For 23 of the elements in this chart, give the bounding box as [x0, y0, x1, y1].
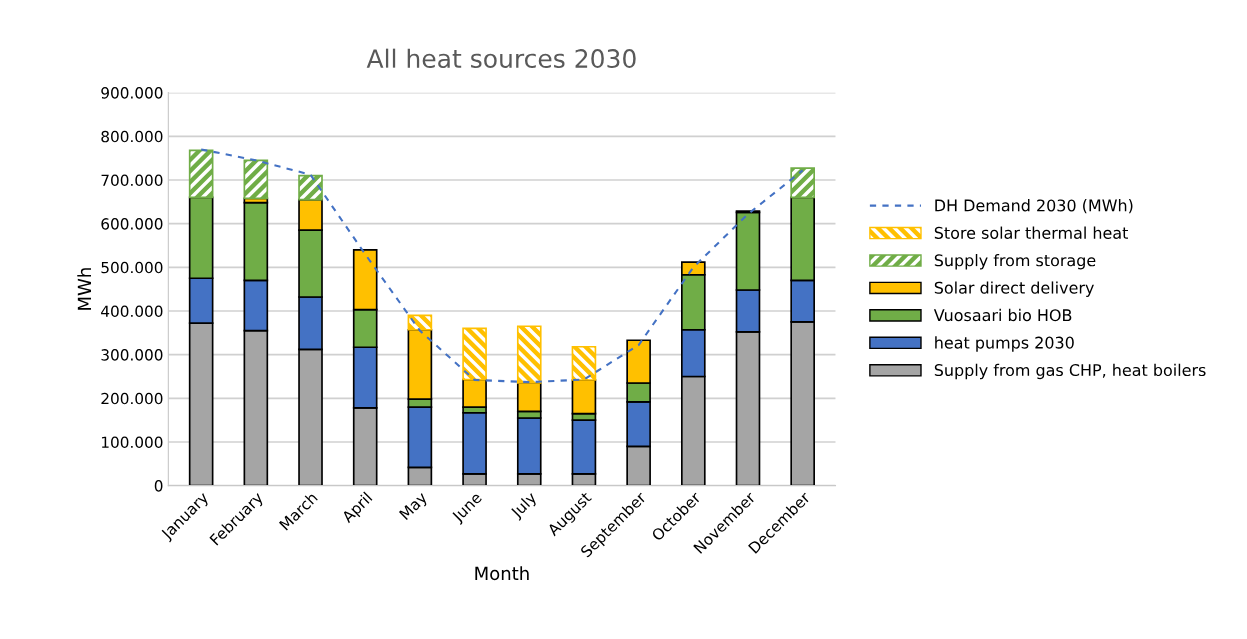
chart-title: All heat sources 2030 — [366, 48, 636, 69]
y-tick-label: 800.000 — [101, 130, 163, 143]
legend-label: Store solar thermal heat — [934, 226, 1128, 239]
line-series — [200, 148, 804, 384]
y-tick-label: 600.000 — [101, 218, 163, 230]
legend-label: heat pumps 2030 — [935, 336, 1074, 352]
y-tick-label: 400.000 — [101, 305, 163, 317]
legend-label: Supply from gas CHP, heat boilers — [934, 363, 1206, 380]
y-tick-label: 300.000 — [101, 349, 163, 361]
bar — [243, 159, 269, 200]
y-axis-title: MWh — [77, 268, 91, 310]
y-tick-label: 100.000 — [101, 436, 163, 448]
legend-label: DH Demand 2030 (MWh) — [935, 199, 1133, 214]
legend-label: Supply from storage — [934, 253, 1096, 270]
legend-label: Vuosaari bio HOB — [933, 308, 1072, 322]
x-axis-title: Month — [475, 566, 529, 581]
bar — [298, 174, 323, 201]
y-tick-label: 0 — [154, 480, 163, 492]
y-tick-label: 200.000 — [101, 392, 163, 405]
legend-label: Solar direct delivery — [934, 281, 1094, 297]
y-tick-label: 900.000 — [101, 87, 163, 99]
y-tick-label: 500.000 — [101, 261, 163, 274]
y-tick-label: 700.000 — [101, 174, 163, 187]
